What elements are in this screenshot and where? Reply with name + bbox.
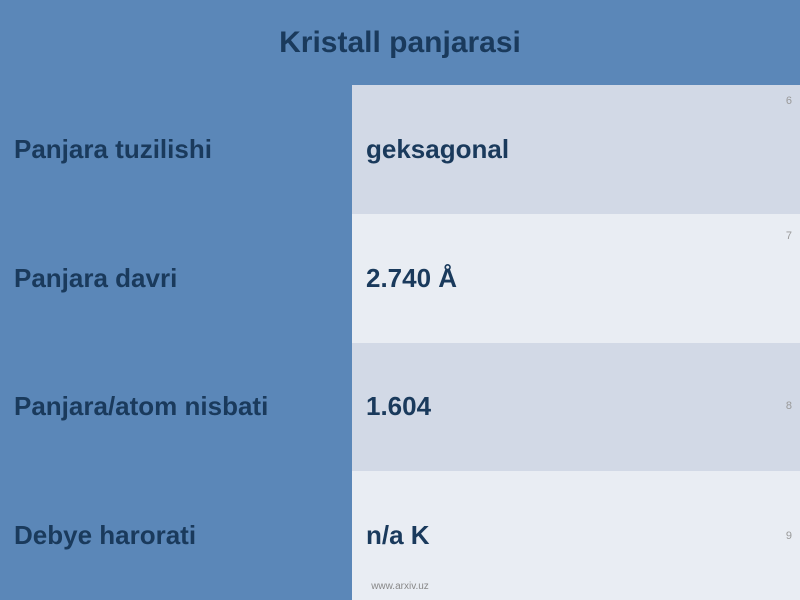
row-label: Panjara/atom nisbati <box>0 343 352 472</box>
row-value: geksagonal <box>352 85 800 214</box>
slide-indicator: 8 <box>786 400 792 412</box>
table-title: Kristall panjarasi <box>279 26 521 60</box>
table-row: Panjara davri 2.740 Å <box>0 214 800 343</box>
slide-indicator: 6 <box>786 95 792 107</box>
row-label: Panjara tuzilishi <box>0 85 352 214</box>
row-value: 2.740 Å <box>352 214 800 343</box>
table-header: Kristall panjarasi <box>0 0 800 85</box>
crystal-lattice-table: Kristall panjarasi Panjara tuzilishi gek… <box>0 0 800 600</box>
footer-url: www.arxiv.uz <box>0 581 800 592</box>
row-label: Panjara davri <box>0 214 352 343</box>
row-value: 1.604 <box>352 343 800 472</box>
slide-indicator: 9 <box>786 530 792 542</box>
table-row: Panjara tuzilishi geksagonal <box>0 85 800 214</box>
slide-indicator: 7 <box>786 230 792 242</box>
table-row: Panjara/atom nisbati 1.604 <box>0 343 800 472</box>
